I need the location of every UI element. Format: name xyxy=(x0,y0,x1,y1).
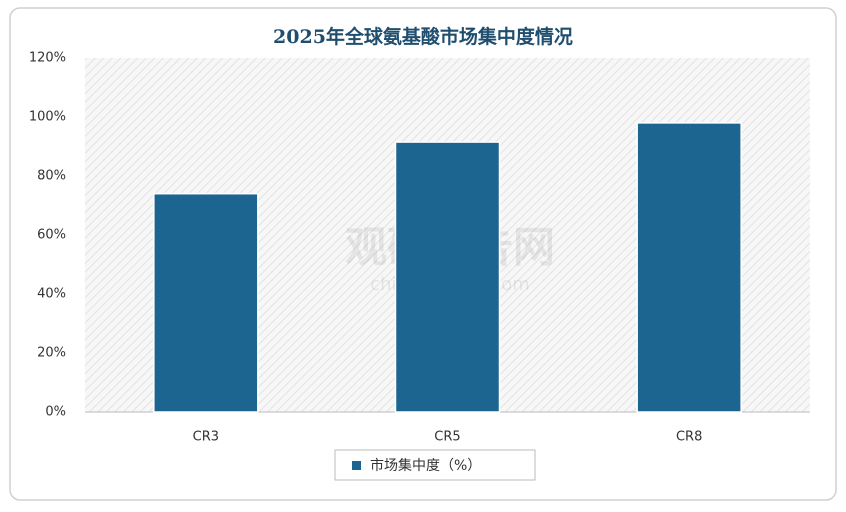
y-tick-label: 0% xyxy=(45,405,66,420)
y-tick-label: 40% xyxy=(37,287,66,302)
legend xyxy=(334,449,536,481)
x-tick-label: CR8 xyxy=(676,430,702,445)
x-tick-label: CR5 xyxy=(434,430,460,445)
legend-label: 市场集中度（%） xyxy=(370,457,481,474)
y-tick-label: 120% xyxy=(29,51,66,66)
bar xyxy=(153,192,259,413)
y-tick-label: 100% xyxy=(29,110,66,125)
y-tick-label: 60% xyxy=(37,228,66,243)
legend-box xyxy=(334,449,536,481)
legend-swatch xyxy=(352,461,361,470)
bar xyxy=(636,122,742,413)
y-tick-label: 20% xyxy=(37,346,66,361)
bar xyxy=(394,141,501,413)
chart-title: 2025年全球氨基酸市场集中度情况 xyxy=(273,25,573,48)
y-tick-label: 80% xyxy=(37,169,66,184)
x-tick-label: CR3 xyxy=(193,430,219,445)
